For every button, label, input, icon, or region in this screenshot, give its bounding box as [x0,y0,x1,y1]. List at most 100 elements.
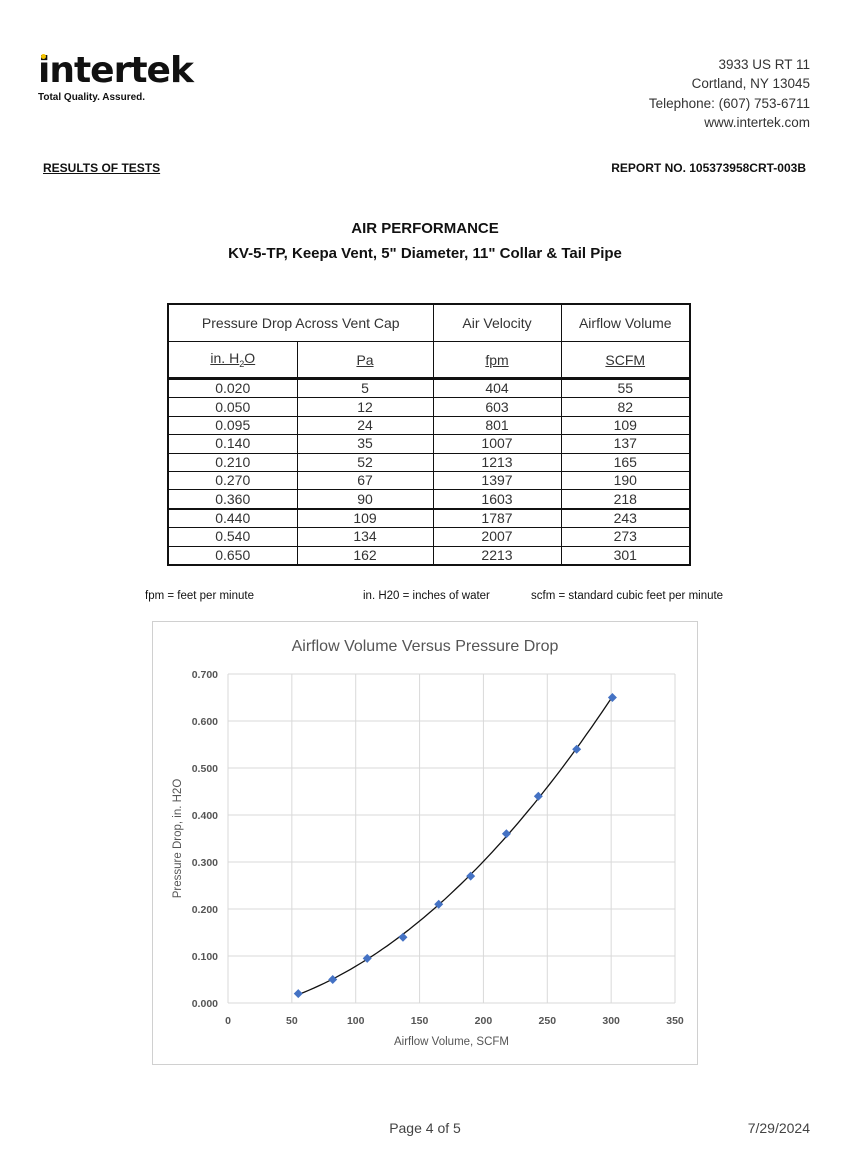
table-cell: 0.360 [167,489,298,510]
x-tick-label: 300 [602,1015,620,1027]
trendline [297,696,613,996]
unit-text: SCFM [605,351,646,368]
table-cell: 2007 [432,527,562,547]
table-cell: 162 [296,545,434,566]
table-cell: 1603 [432,489,562,510]
intertek-logo: intertek Total Quality. Assured. [38,52,194,104]
table-cell: 0.210 [167,452,298,472]
x-tick-label: 150 [411,1015,429,1027]
address-block: 3933 US RT 11 Cortland, NY 13045 Telepho… [649,55,810,132]
unit-text: fpm [485,351,509,368]
y-tick-label: 0.400 [192,810,218,822]
table-cell: 243 [560,508,691,529]
data-point [533,791,543,801]
airflow-chart: Airflow Volume Versus Pressure Drop 0 50 10… [172,638,684,1048]
chart-container: Airflow Volume Versus Pressure Drop 0 50 10… [152,621,698,1065]
x-tick-label: 250 [539,1015,557,1027]
y-tick-label: 0.600 [192,716,218,728]
header-pressure-drop: Pressure Drop Across Vent Cap [167,303,434,342]
table-cell: 0.140 [167,434,298,454]
table-row: 0.095 24 801 109 [167,415,691,436]
table-cell: 82 [560,397,691,417]
table-cell: 5 [296,377,434,399]
table-cell: 404 [432,377,562,399]
data-point [607,693,617,702]
table-cell: 109 [296,508,434,529]
x-tick-label: 50 [286,1015,298,1027]
table-cell: 0.440 [167,508,298,529]
x-tick-label: 350 [666,1015,684,1027]
logo-dot [41,54,46,59]
table-row: 0.140 35 1007 137 [167,434,691,454]
table-cell: 24 [296,415,434,436]
table-cell: 1787 [432,508,562,529]
table-cell: 90 [296,489,434,510]
table-cell: 801 [432,415,562,436]
table-cell: 137 [560,434,691,454]
unit-text: Pa [356,351,374,368]
y-axis-label: Pressure Drop, in. H2O [172,779,184,899]
x-tick-label: 200 [475,1015,493,1027]
table-row: 0.270 67 1397 190 [167,470,691,491]
table-cell: 0.650 [167,545,298,566]
air-performance-table: Pressure Drop Across Vent Cap Air Veloci… [167,303,691,566]
data-point [466,871,476,881]
table-row: 0.360 90 1603 218 [167,489,691,510]
section-subtitle: KV-5-TP, Keepa Vent, 5" Diameter, 11" Co… [228,245,622,262]
unit-in-h2o: in. H2O [167,341,298,380]
table-cell: 190 [560,470,691,491]
table-cell: 273 [560,527,691,547]
report-number: REPORT NO. 105373958CRT-003B [611,161,806,175]
section-title: AIR PERFORMANCE [351,220,499,237]
header-airflow-volume: Airflow Volume [560,303,691,342]
y-tick-label: 0.700 [192,669,218,681]
y-tick-label: 0.300 [192,857,218,869]
x-tick-label: 0 [225,1015,231,1027]
data-point [362,953,372,963]
note-fpm: fpm = feet per minute [145,590,254,602]
table-row: 0.540 134 2007 273 [167,527,691,547]
table-cell: 12 [296,397,434,417]
table-cell: 218 [560,489,691,510]
table-cell: 0.095 [167,415,298,436]
table-row: 0.210 52 1213 165 [167,452,691,472]
table-cell: 1397 [432,470,562,491]
address-line: Cortland, NY 13045 [691,76,810,92]
website: www.intertek.com [704,114,810,130]
table-cell: 603 [432,397,562,417]
table-cell: 1007 [432,434,562,454]
data-point [398,932,408,942]
table-cell: 301 [560,545,691,566]
table-cell: 2213 [432,545,562,566]
table-row: 0.650 162 2213 301 [167,545,691,566]
table-cell: 109 [560,415,691,436]
table-cell: 1213 [432,452,562,472]
table-cell: 55 [560,377,691,399]
x-tick-label: 100 [347,1015,365,1027]
table-cell: 165 [560,452,691,472]
data-point [328,975,338,984]
report-date: 7/29/2024 [747,1120,810,1136]
unit-subscript: 2 [239,358,245,369]
logo-tagline: Total Quality. Assured. [38,92,146,103]
telephone: Telephone: (607) 753-6711 [648,95,810,111]
chart-title: Airflow Volume Versus Pressure Drop [292,638,559,655]
table-cell: 0.020 [167,377,298,399]
unit-text: O [244,350,256,367]
y-tick-label: 0.000 [192,998,218,1010]
header-air-velocity: Air Velocity [432,303,562,342]
y-tick-label: 0.200 [192,904,218,916]
table-cell: 67 [296,470,434,491]
note-inh2o: in. H20 = inches of water [363,590,490,602]
y-tick-label: 0.500 [192,763,218,775]
unit-fpm: fpm [432,341,562,380]
table-cell: 35 [296,434,434,454]
unit-text: in. H [210,350,240,367]
table-cell: 0.540 [167,527,298,547]
table-row: 0.020 5 404 55 [167,377,691,399]
unit-scfm: SCFM [560,341,691,380]
table-cell: 0.050 [167,397,298,417]
table-cell: 134 [296,527,434,547]
table-cell: 0.270 [167,470,298,491]
